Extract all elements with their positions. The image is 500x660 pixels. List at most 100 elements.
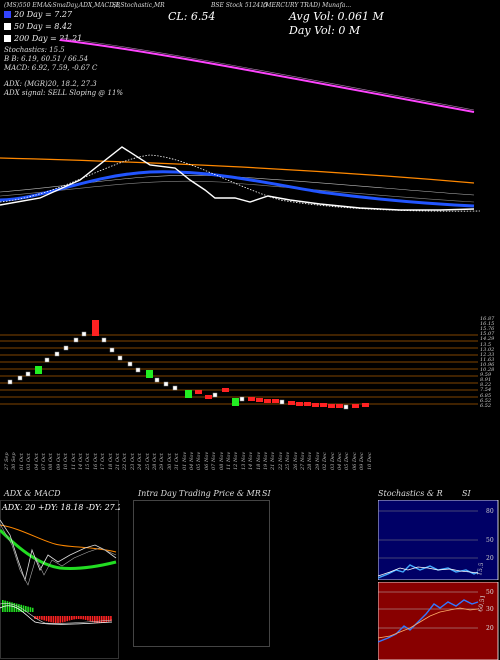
price-axis-label: 11.63 <box>480 356 495 363</box>
rsi-panel: 50 30 20 60.51 <box>378 582 499 660</box>
date-axis-label: 10 Oct <box>63 453 70 470</box>
ema-orange-line <box>0 157 475 184</box>
stochastics-readout: Stochastics: 15.5 <box>4 46 65 54</box>
date-axis-label: 12 Nov <box>233 451 240 470</box>
date-axis-label: 15 Oct <box>85 453 92 470</box>
macd-hist-bar <box>71 616 73 620</box>
chart-header-indicators: (MS)550 EMA&SmaDay,ADX,MACD,B <box>4 2 121 9</box>
legend-swatch-white <box>4 23 11 30</box>
rsi-orange-line <box>378 607 479 639</box>
stock-code: BSE Stock 512415 <box>211 2 268 9</box>
date-axis-label: 03 Oct <box>26 453 33 470</box>
date-axis-label: 11 Oct <box>70 453 77 470</box>
renko-brick <box>362 403 369 407</box>
rsi-level-30: 30 <box>486 606 494 613</box>
renko-brick <box>205 395 212 399</box>
date-axis-label: 30 Sep <box>11 452 18 470</box>
date-axis-label: 25 Nov <box>285 451 292 470</box>
macd-hist-bar <box>100 616 103 623</box>
renko-brick <box>25 371 31 377</box>
renko-brick <box>163 381 169 387</box>
renko-brick <box>336 404 343 408</box>
date-axis-label: 24 Oct <box>137 453 144 470</box>
macd-hist-bar <box>36 616 39 620</box>
macd-hist-bar <box>27 606 29 612</box>
date-axis-label: 16 Oct <box>92 453 99 470</box>
stoch-si-label: SI <box>462 489 471 498</box>
legend-swatch-white-2 <box>4 35 11 42</box>
macd-hist-bar <box>8 601 11 612</box>
intraday-panel <box>133 500 270 647</box>
macd-line <box>0 605 113 625</box>
date-axis-label: 27 Nov <box>300 451 306 470</box>
macd-hist-bar <box>107 616 110 622</box>
price-axis-label: 13.02 <box>480 346 495 353</box>
macd-hist-bar <box>75 616 78 620</box>
date-axis-label: 01 Oct <box>18 453 25 470</box>
renko-brick <box>212 392 218 398</box>
macd-hist-bar <box>110 616 112 622</box>
renko-brick <box>272 399 279 403</box>
price-axis-label: 13.5 <box>480 341 492 348</box>
macd-hist-bar <box>2 600 4 612</box>
renko-brick <box>35 366 42 374</box>
macd-hist-bar <box>103 616 105 623</box>
stoch-level-80: 80 <box>486 508 494 515</box>
renko-brick <box>195 390 202 394</box>
macd-hist-bar <box>29 607 32 612</box>
macd-hist-bar <box>48 616 50 622</box>
intraday-panel-title: Intra Day Trading Price & MR <box>138 489 261 498</box>
adx-white-line <box>0 519 117 582</box>
date-axis-label: 26 Nov <box>292 451 299 470</box>
renko-brick <box>7 379 13 385</box>
legend-swatch-blue <box>4 11 11 18</box>
macd-hist-bar <box>61 616 64 623</box>
renko-brick <box>44 357 50 363</box>
price-axis-label: 12.33 <box>480 351 495 358</box>
band-lower-line <box>0 180 475 203</box>
rsi-level-50: 50 <box>486 589 494 596</box>
renko-brick <box>127 361 133 367</box>
renko-brick <box>239 396 245 402</box>
macd-hist-bar <box>91 616 94 622</box>
macd-hist-bar <box>82 616 85 620</box>
date-axis-label: 28 Nov <box>307 451 314 470</box>
renko-date-axis: 27 Sep 30 Sep 01 Oct 03 Oct 04 Oct 07 Oct 08 O… <box>0 440 480 485</box>
date-axis-label: 08 Nov <box>218 451 225 470</box>
macd-hist-bar <box>96 616 98 623</box>
date-axis-label: 03 Dec <box>329 452 336 470</box>
renko-brick <box>264 399 271 403</box>
date-axis-label: 05 Dec <box>344 452 351 470</box>
renko-brick <box>154 377 160 383</box>
date-axis-label: 29 Nov <box>314 451 321 470</box>
date-axis-label: 14 Oct <box>78 453 84 470</box>
adx-white-line-2 <box>0 523 117 586</box>
macd-hist-bar <box>80 616 82 620</box>
macd-hist-bar <box>52 616 55 623</box>
date-axis-label: 04 Oct <box>33 453 40 470</box>
date-axis-label: 14 Nov <box>248 451 255 470</box>
legend-sma50: 50 Day = 8.42 <box>4 22 72 31</box>
date-axis-label: 17 Oct <box>100 453 107 470</box>
date-axis-label: 09 Oct <box>55 453 62 470</box>
renko-brick <box>352 404 359 408</box>
intraday-si-label: SI <box>262 489 271 498</box>
date-axis-label: 06 Dec <box>351 452 358 470</box>
legend-sma20: 20 Day = 7.27 <box>4 10 72 19</box>
macd-hist-bar <box>105 616 108 623</box>
macd-hist-bar <box>13 603 16 612</box>
price-axis-label: 9.59 <box>480 372 492 379</box>
renko-brick <box>279 399 285 405</box>
adx-values-text: ADX: 20 +DY: 18.18 -DY: 27.27 <box>1 503 120 512</box>
price-axis-label: 7.54 <box>480 387 492 394</box>
renko-brick <box>172 385 178 391</box>
close-price: CL: 6.54 <box>168 10 216 23</box>
date-axis-label: 22 Oct <box>122 453 129 470</box>
date-axis-label: 29 Oct <box>159 453 166 470</box>
macd-hist-bar <box>31 607 34 612</box>
sma200-line <box>59 39 475 113</box>
renko-brick <box>135 367 141 373</box>
stoch-white-line <box>378 566 479 577</box>
stochastics-panel: 80 50 20 15.5 <box>378 500 499 580</box>
macd-hist-bar <box>87 616 89 621</box>
